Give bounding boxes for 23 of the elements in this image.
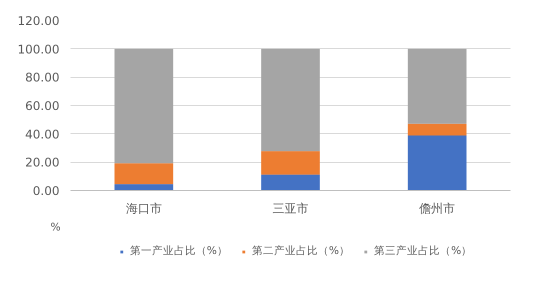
y-tick-label: 60.00 [25,99,60,113]
y-tick-label: 100.00 [18,42,60,56]
y-tick-label: 120.00 [18,14,60,28]
y-tick-label: 40.00 [25,127,60,142]
bar [261,48,320,152]
y-tick-label: 20.00 [25,156,60,170]
bar [114,184,174,190]
bar [408,48,466,124]
text: % [50,220,61,234]
bar [114,163,174,184]
bar [114,48,174,164]
x-tick-label: 海口市 [126,202,162,216]
bar [261,151,320,175]
legend-label: 第一产业占比（%） [130,244,228,258]
y-tick-label: 0.00 [32,184,60,198]
bar [261,174,320,190]
y-tick-label: 80.00 [25,70,60,85]
x-tick-label: 三亚市 [272,202,308,216]
bar [408,136,466,190]
legend-label: 第三产业占比（%） [374,244,472,258]
legend-label: 第二产业占比（%） [252,244,350,258]
x-tick-label: 儋州市 [419,202,456,216]
bar [408,124,466,136]
